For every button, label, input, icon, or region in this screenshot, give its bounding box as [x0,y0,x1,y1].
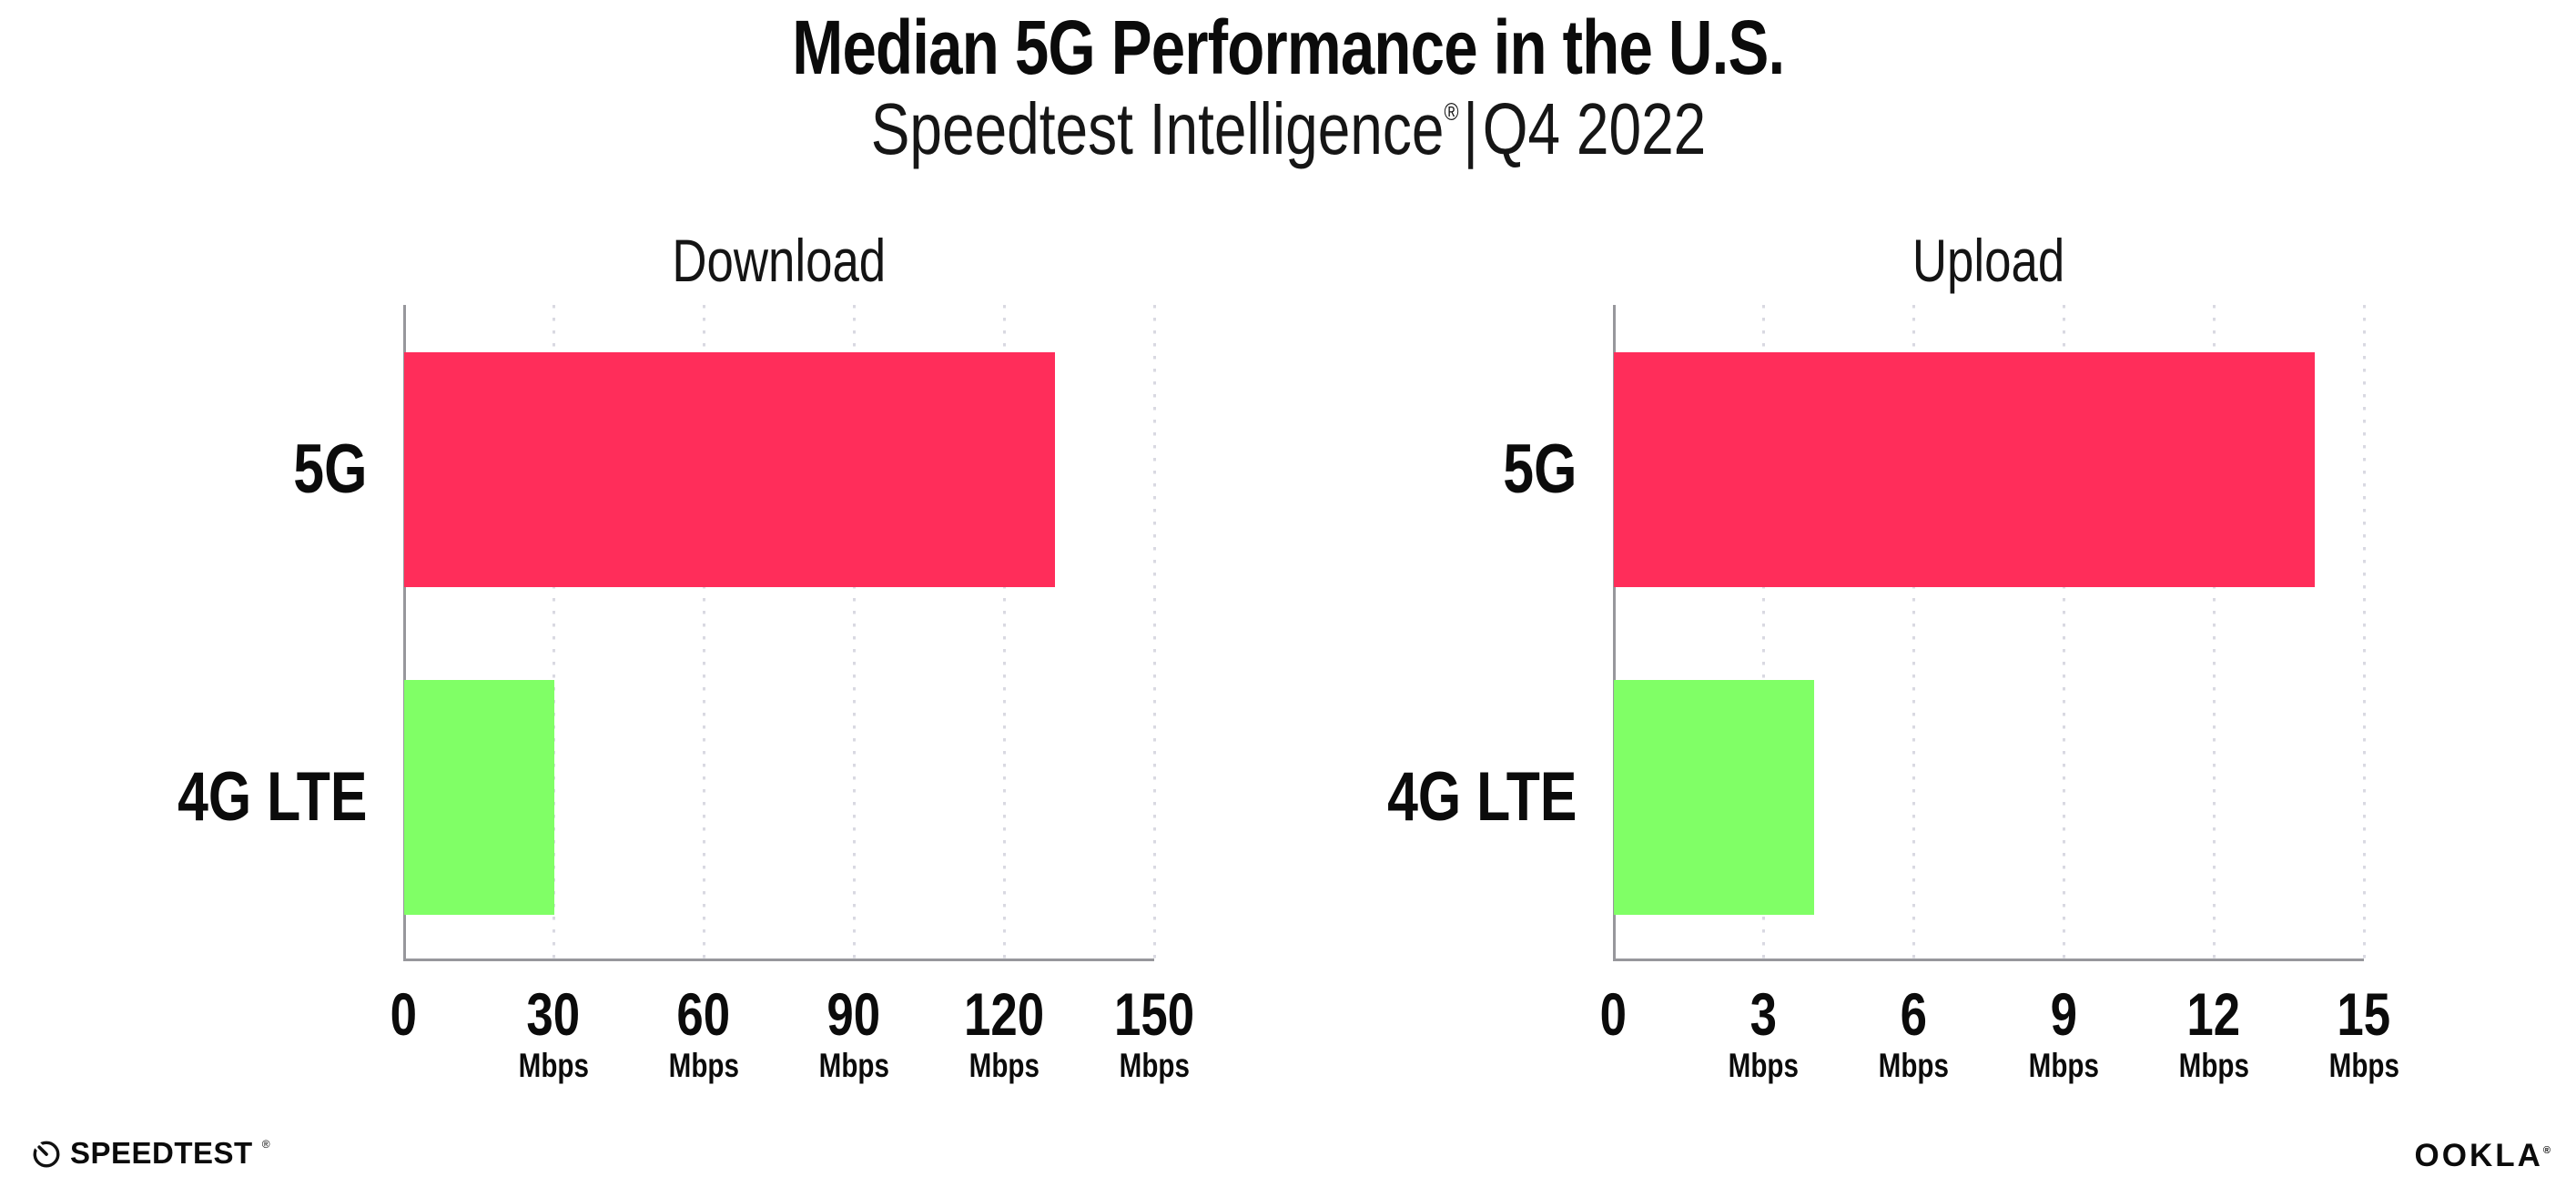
download-gridline-30 [553,305,555,959]
subtitle: Speedtest Intelligence®|Q4 2022 [0,87,2576,171]
upload-tick-label-0: 0 [1599,980,1627,1048]
upload-gridline-9 [2063,305,2065,959]
upload-tick-unit-6: Mbps [1878,1047,1949,1084]
download-tick-label-90: 90 [827,980,881,1048]
download-tick-unit-60: Mbps [668,1047,739,1084]
download-category-text-4g-lte: 4G LTE [177,758,367,836]
upload-gridline-6 [1912,305,1915,959]
speedtest-gauge-icon [32,1140,60,1168]
download-tick-unit-90: Mbps [818,1047,889,1084]
upload-plot-area [1613,305,2364,961]
upload-tick-unit-12: Mbps [2178,1047,2249,1084]
upload-tick-label-15: 15 [2337,980,2391,1048]
download-tick-label-60: 60 [676,980,731,1048]
download-tick-unit-30: Mbps [518,1047,589,1084]
upload-tick-label-12: 12 [2186,980,2241,1048]
download-category-label-5g: 5G [76,431,367,509]
download-bar-5g [404,352,1055,587]
upload-category-text-4g-lte: 4G LTE [1386,758,1577,836]
upload-chart-title: Upload [1912,227,2065,294]
upload-tick-label-6: 6 [1900,980,1927,1048]
upload-bar-4g-lte [1614,680,1814,915]
upload-tick-unit-3: Mbps [1728,1047,1799,1084]
subtitle-separator: | [1462,88,1478,169]
upload-tick-label-3: 3 [1749,980,1777,1048]
upload-category-label-5g: 5G [1285,431,1577,509]
download-tick-unit-150: Mbps [1119,1047,1190,1084]
download-tick-label-0: 0 [390,980,417,1048]
page-title: Median 5G Performance in the U.S. [0,4,2576,92]
upload-gridline-3 [1762,305,1765,959]
subtitle-brand: Speedtest Intelligence [870,88,1444,169]
download-category-label-4g-lte: 4G LTE [76,758,367,837]
upload-category-text-5g: 5G [1502,431,1577,508]
upload-bar-5g [1614,352,2315,587]
speedtest-wordmark: SPEEDTEST [70,1136,253,1170]
download-tick-unit-120: Mbps [969,1047,1040,1084]
download-tick-label-150: 150 [1113,980,1195,1048]
download-gridline-150 [1153,305,1156,959]
registered-trademark-mark: ® [1443,96,1459,126]
download-bar-4g-lte [404,680,554,915]
download-gridline-90 [853,305,856,959]
upload-tick-unit-9: Mbps [2028,1047,2099,1084]
download-chart-title: Download [672,227,886,294]
download-tick-label-120: 120 [963,980,1045,1048]
upload-gridline-15 [2363,305,2366,959]
page-title-text: Median 5G Performance in the U.S. [791,5,1785,90]
ookla-wordmark-text: OOKLA [2414,1138,2543,1173]
ookla-registered-mark: ® [2542,1145,2551,1156]
download-plot-area [403,305,1154,961]
download-category-text-5g: 5G [292,431,367,508]
speedtest-registered-mark: ® [261,1138,270,1151]
upload-tick-unit-15: Mbps [2328,1047,2399,1084]
upload-gridline-12 [2213,305,2216,959]
subtitle-period: Q4 2022 [1482,88,1706,169]
speedtest-logo: SPEEDTEST ® [31,1136,270,1171]
ookla-wordmark: OOKLA® [2415,1138,2551,1174]
upload-category-label-4g-lte: 4G LTE [1285,758,1577,837]
upload-tick-label-9: 9 [2050,980,2077,1048]
download-gridline-60 [703,305,705,959]
download-gridline-120 [1003,305,1006,959]
download-tick-label-30: 30 [526,980,581,1048]
